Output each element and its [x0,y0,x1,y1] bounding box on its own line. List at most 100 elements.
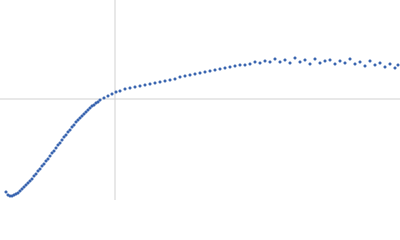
point [323,59,327,63]
point [84,110,88,114]
point [106,94,110,98]
point [263,59,267,63]
point [258,61,262,65]
point [128,86,132,90]
point [318,61,322,65]
point [48,154,52,158]
point [22,185,26,189]
point [283,58,287,62]
point [298,60,302,64]
point [28,179,32,183]
point [102,96,106,100]
point [38,167,42,171]
point [348,57,352,61]
point [393,66,397,70]
point [396,63,400,67]
point [18,189,22,193]
point [208,69,212,73]
point [338,59,342,63]
point [383,65,387,69]
point [16,191,20,195]
chart [0,0,400,200]
point [70,125,74,129]
point [110,92,114,96]
point [238,63,242,67]
point [193,72,197,76]
point [20,187,24,191]
point [114,90,118,94]
point [243,63,247,67]
point [42,162,46,166]
point [54,146,58,150]
point [98,98,102,102]
point [78,116,82,120]
point [50,151,54,155]
point [268,60,272,64]
point [328,58,332,62]
point [30,177,34,181]
point [58,141,62,145]
point [343,61,347,65]
point [388,62,392,66]
point [308,62,312,66]
point [44,159,48,163]
point [32,174,36,178]
point [88,106,92,110]
point [293,56,297,60]
point [74,120,78,124]
point [60,138,64,142]
point [188,73,192,77]
point [36,169,40,173]
point [173,77,177,81]
point [138,84,142,88]
point [72,123,76,127]
point [80,114,84,118]
point [168,78,172,82]
point [368,59,372,63]
point [56,143,60,147]
point [278,60,282,64]
point [378,61,382,65]
point [313,57,317,61]
point [118,89,122,93]
point [163,79,167,83]
point [96,100,100,104]
point [228,65,232,69]
point [153,81,157,85]
point [148,82,152,86]
point [248,62,252,66]
point [213,68,217,72]
point [52,149,56,153]
point [26,181,30,185]
point [178,75,182,79]
point [34,172,38,176]
point [133,85,137,89]
point [76,118,80,122]
point [198,71,202,75]
point [82,112,86,116]
point [143,83,147,87]
point [62,135,66,139]
point [273,57,277,61]
point [223,66,227,70]
point [353,62,357,66]
point [333,62,337,66]
point [123,87,127,91]
point [46,157,50,161]
point [40,164,44,168]
point [68,128,72,132]
point [86,108,90,112]
point [183,74,187,78]
point [64,133,68,137]
point [363,64,367,68]
point [233,64,237,68]
point [203,70,207,74]
point [303,58,307,62]
point [288,61,292,65]
point [373,63,377,67]
point [358,60,362,64]
point [218,67,222,71]
point [158,80,162,84]
point [253,60,257,64]
point [66,130,70,134]
